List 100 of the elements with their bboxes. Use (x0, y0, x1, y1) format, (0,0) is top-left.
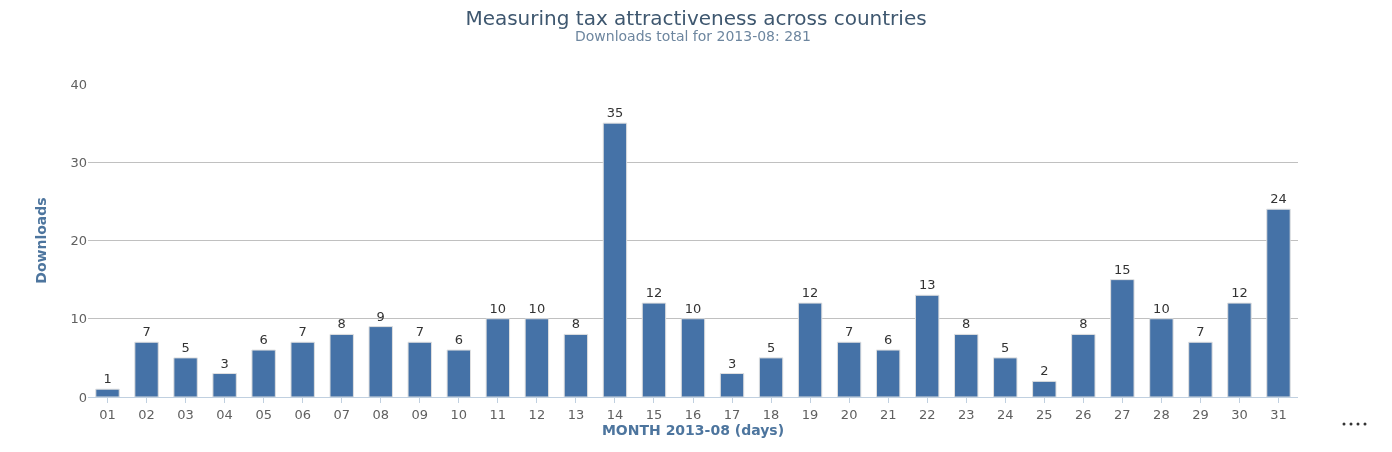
bar (1110, 279, 1135, 397)
data-label: 15 (1114, 261, 1131, 277)
data-label: 10 (528, 300, 546, 316)
x-tick-label: 01 (99, 406, 116, 422)
bar (563, 333, 589, 397)
bar (602, 122, 628, 397)
bar (212, 373, 237, 397)
bar (719, 373, 745, 397)
bar (251, 349, 276, 397)
x-tick-label: 10 (450, 406, 468, 422)
bar (758, 357, 784, 397)
bar (680, 318, 706, 397)
y-tick-label: 30 (70, 154, 87, 170)
data-label: 5 (181, 339, 190, 355)
data-label: 3 (220, 355, 229, 371)
y-tick-label: 10 (70, 311, 87, 327)
data-label: 8 (337, 316, 346, 332)
chart-subtitle: Downloads total for 2013-08: 281 (575, 28, 811, 44)
data-label: 12 (801, 285, 819, 301)
x-tick-label: 03 (177, 406, 194, 422)
bar (797, 302, 823, 397)
x-tick-label: 05 (255, 406, 272, 422)
x-tick-label: 28 (1153, 406, 1170, 422)
data-label: 1 (103, 371, 112, 387)
data-label: 10 (684, 300, 702, 316)
bar (1188, 341, 1213, 397)
y-axis-title: Downloads (33, 197, 50, 284)
x-tick-label: 25 (1036, 406, 1053, 422)
x-tick-label: 02 (138, 406, 155, 422)
bar (1227, 302, 1252, 397)
bar (1071, 333, 1096, 397)
data-label: 5 (1001, 339, 1010, 355)
data-label: 12 (1231, 285, 1248, 301)
data-label: 12 (645, 285, 663, 301)
data-label: 8 (962, 316, 971, 332)
x-tick-label: 16 (684, 406, 702, 422)
data-label: 7 (844, 324, 854, 340)
data-label: 10 (1153, 300, 1170, 316)
bar (954, 333, 979, 397)
x-tick-label: 11 (489, 406, 507, 422)
bar (993, 357, 1018, 397)
x-tick-label: 08 (372, 406, 390, 422)
data-label: 6 (884, 332, 893, 348)
data-label: 5 (766, 339, 776, 355)
bar (1266, 208, 1291, 397)
x-tick-label: 23 (957, 406, 975, 422)
data-label: 13 (918, 277, 936, 293)
x-tick-label: 21 (879, 406, 897, 422)
y-tick-label: 0 (78, 389, 87, 405)
bar (875, 349, 901, 397)
x-tick-label: 07 (333, 406, 350, 422)
bar (914, 294, 940, 397)
x-tick-label: 24 (996, 406, 1014, 422)
bar (1032, 380, 1057, 397)
bar (134, 341, 159, 397)
data-label: 7 (298, 324, 307, 340)
x-tick-label: 26 (1075, 406, 1092, 422)
bar (290, 341, 315, 397)
bar (173, 357, 198, 397)
x-tick-label: 20 (840, 406, 858, 422)
bar (446, 349, 472, 397)
y-tick-label: 20 (70, 233, 87, 249)
x-tick-label: 27 (1114, 406, 1131, 422)
data-label: 35 (606, 105, 624, 121)
x-tick-label: 17 (723, 406, 741, 422)
data-label: 7 (1196, 324, 1205, 340)
data-label: 9 (376, 308, 385, 324)
chart-title: Measuring tax attractiveness across countries (465, 6, 927, 31)
bar (368, 326, 393, 397)
data-label: 6 (454, 332, 463, 348)
data-label: 10 (489, 300, 507, 316)
x-tick-label: 31 (1270, 406, 1287, 422)
bar (407, 341, 432, 397)
bar (641, 302, 667, 397)
data-label: 24 (1270, 191, 1287, 207)
data-label: 7 (415, 324, 424, 340)
bar (95, 388, 120, 397)
data-label: 8 (571, 316, 581, 332)
data-label: 2 (1040, 363, 1049, 379)
bar (485, 318, 511, 397)
x-tick-label: 04 (216, 406, 233, 422)
x-tick-label: 06 (294, 406, 311, 422)
bar (1149, 318, 1174, 397)
x-axis-title: MONTH 2013-08 (days) (601, 421, 785, 438)
data-label: 8 (1079, 316, 1088, 332)
x-tick-label: 09 (411, 406, 429, 422)
x-tick-label: 12 (528, 406, 546, 422)
x-tick-label: 18 (762, 406, 780, 422)
data-label: 6 (259, 332, 268, 348)
x-tick-label: 14 (606, 406, 624, 422)
data-label: 3 (727, 355, 737, 371)
y-tick-label: 40 (70, 76, 87, 92)
bar (836, 341, 862, 397)
x-tick-label: 15 (645, 406, 663, 422)
x-tick-label: 13 (567, 406, 585, 422)
x-tick-label: 30 (1231, 406, 1248, 422)
x-tick-label: 22 (918, 406, 936, 422)
x-tick-label: 19 (801, 406, 819, 422)
bar (524, 318, 550, 397)
data-label: 7 (142, 324, 151, 340)
